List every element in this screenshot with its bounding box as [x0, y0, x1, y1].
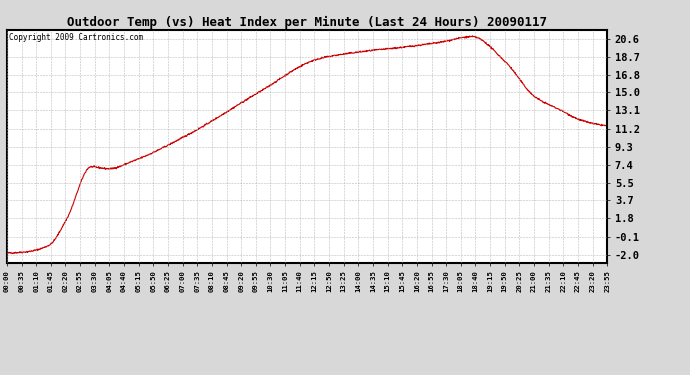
- Text: Copyright 2009 Cartronics.com: Copyright 2009 Cartronics.com: [9, 33, 143, 42]
- Title: Outdoor Temp (vs) Heat Index per Minute (Last 24 Hours) 20090117: Outdoor Temp (vs) Heat Index per Minute …: [67, 16, 547, 29]
